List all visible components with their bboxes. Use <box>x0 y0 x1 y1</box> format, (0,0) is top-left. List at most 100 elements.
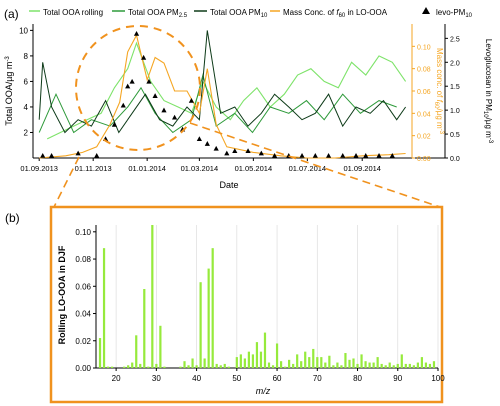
mz-bar <box>352 358 355 368</box>
panel-a-levo-points <box>40 30 395 158</box>
mz-bar <box>211 248 214 368</box>
levo-point <box>188 97 195 103</box>
connector-right <box>189 122 441 208</box>
levo-point <box>258 150 264 156</box>
levo-point <box>48 153 55 158</box>
mid-y-tick-label: 0.06 <box>417 89 431 96</box>
levo-point <box>125 83 131 89</box>
mz-bar <box>336 362 339 368</box>
mz-bar <box>155 363 158 368</box>
mz-bar <box>123 366 126 368</box>
panel-b-grid <box>115 225 439 368</box>
levo-point <box>111 121 118 127</box>
panel-b-y-tick-label: 0.10 <box>75 228 91 237</box>
mid-y-axis-title: Mass conc. of f60/µg m-3 <box>433 48 444 135</box>
mz-bar <box>279 361 283 368</box>
mz-bar <box>316 357 319 368</box>
djf-highlight-circle <box>75 25 201 151</box>
levo-point <box>245 148 251 154</box>
levo-point <box>133 30 140 36</box>
mz-bar <box>304 351 307 368</box>
x-tick-label: 01.09.2014 <box>343 164 381 173</box>
mz-bar <box>163 366 166 368</box>
panel-b-x-axis-title: m/z <box>256 386 271 396</box>
levo-point <box>224 150 230 156</box>
right-y-tick-label: 1.5 <box>450 84 460 91</box>
mz-bar <box>151 225 154 368</box>
left-y-tick-label: 4 <box>24 103 29 112</box>
panel-b-x-tick-label: 80 <box>353 374 362 383</box>
panel-b-x-tick-label: 90 <box>393 374 402 383</box>
panel-b-x-tick-label: 70 <box>313 374 322 383</box>
mid-y-tick-label: 0.00 <box>417 156 431 163</box>
mz-bar <box>300 361 303 368</box>
mz-bar <box>412 365 415 368</box>
x-axis-title: Date <box>219 180 238 190</box>
mz-bar <box>368 362 371 368</box>
levo-point <box>204 141 210 146</box>
legend-pm10-label: Total OOA PM10 <box>210 8 268 19</box>
mz-bar <box>207 268 210 368</box>
panel-a-ticks: 2 4 6 8 10 0.00 0.02 0.04 0.06 0.08 0.10 0.0 0.5 1.0 1… <box>19 26 460 173</box>
mz-bar <box>308 357 311 368</box>
levo-point <box>353 153 359 158</box>
left-y-tick-label: 10 <box>19 26 28 35</box>
mz-bar <box>131 362 134 368</box>
mz-bar <box>348 359 351 368</box>
levo-point <box>152 93 158 98</box>
legend: Total OOA rolling Total OOA PM2.5 Total … <box>29 7 473 19</box>
right-y-tick-label: 1.0 <box>450 108 460 115</box>
mz-bar <box>376 357 379 368</box>
left-y-tick-label: 6 <box>24 77 29 86</box>
connector-left <box>53 156 80 208</box>
mz-bar <box>400 354 403 368</box>
mz-bar <box>292 363 295 368</box>
mz-bar <box>340 365 343 368</box>
series-f60-mass-conc <box>39 33 406 159</box>
mz-bar <box>356 363 359 368</box>
x-tick-label: 01.01.2014 <box>128 164 166 173</box>
mz-bar <box>328 355 331 368</box>
panel-b-y-axis-title: Rolling LO-OOA in DJF <box>57 245 67 344</box>
levo-point <box>340 153 346 158</box>
levo-point <box>376 153 382 158</box>
mz-bar <box>372 362 375 368</box>
x-tick-label: 01.05.2014 <box>235 164 273 173</box>
mz-bar <box>227 366 230 368</box>
mz-bar <box>203 358 206 368</box>
mz-bar <box>183 361 186 368</box>
mz-bar <box>110 366 114 368</box>
mz-bar <box>424 362 428 368</box>
panel-b-ticks: 20 30 40 50 60 70 80 90 100 0.00 0.02 0.04 0.06 0.08 0… <box>75 228 445 383</box>
mz-bar <box>408 363 411 368</box>
levo-point <box>299 153 305 158</box>
mz-bar <box>139 363 142 368</box>
levo-point <box>232 148 238 154</box>
mz-bar <box>263 332 267 368</box>
x-tick-label: 01.11.2013 <box>75 164 112 173</box>
panel-a-label: (a) <box>4 7 19 21</box>
levo-point <box>213 145 219 151</box>
mz-bar <box>191 358 194 368</box>
mz-bar <box>312 348 315 368</box>
levo-point <box>363 153 369 158</box>
levo-point <box>40 153 46 158</box>
levo-point <box>196 136 202 142</box>
x-tick-label: 01.03.2014 <box>181 164 219 173</box>
panel-b-x-tick-label: 60 <box>273 374 282 383</box>
mz-bar <box>271 365 275 368</box>
mz-bar <box>159 325 162 368</box>
legend-f60-label: Mass Conc. of f60 in LO-OOA <box>283 8 388 19</box>
mz-bar <box>360 354 363 368</box>
levo-point <box>141 54 147 60</box>
mz-bar <box>147 366 150 368</box>
series-total-ooa-pm10 <box>38 30 407 134</box>
mz-bar <box>420 357 424 368</box>
left-y-axis-title: Total OOA/µg m-3 <box>4 56 14 126</box>
series-total-ooa-pm25 <box>38 73 397 134</box>
mz-bar <box>239 354 242 368</box>
levo-point <box>325 153 332 158</box>
mz-bar <box>135 335 138 368</box>
x-tick-label: 01.09.2013 <box>20 164 58 173</box>
